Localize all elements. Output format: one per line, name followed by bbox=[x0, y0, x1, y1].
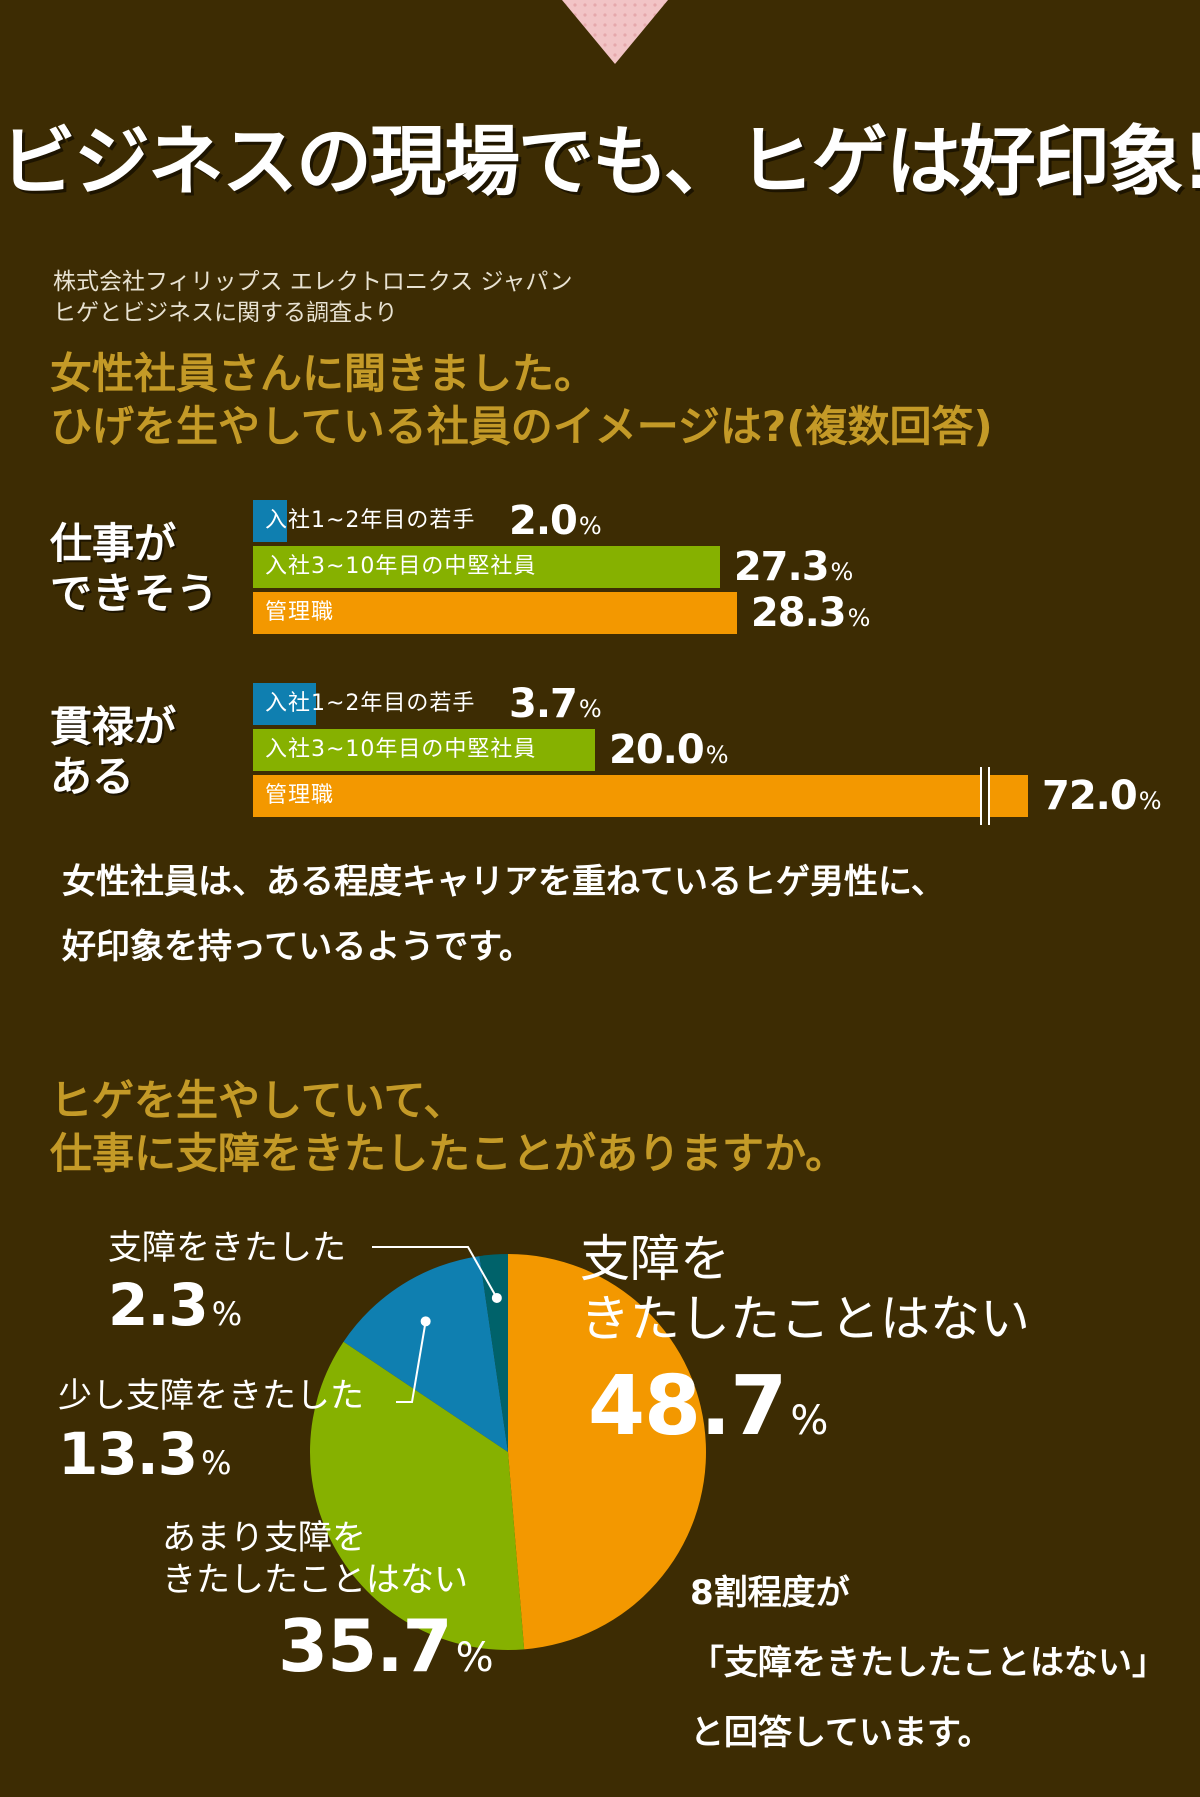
source-line-2: ヒゲとビジネスに関する調査より bbox=[53, 300, 398, 326]
pie-value-caused: 2.3% bbox=[108, 1271, 242, 1339]
pie-value-rarely: 35.7% bbox=[278, 1604, 494, 1688]
bar bbox=[253, 775, 1028, 817]
bar bbox=[253, 683, 317, 725]
pie-slice bbox=[343, 1256, 508, 1452]
pie-slice bbox=[310, 1341, 525, 1650]
bar-value-label: 20.0% bbox=[609, 727, 729, 773]
pie-value-slightly: 13.3% bbox=[58, 1420, 232, 1488]
top-ribbon-decoration bbox=[562, 0, 668, 64]
group-label-capable-line-2: できそう bbox=[50, 569, 219, 618]
bar-category-label: 管理職 bbox=[265, 600, 335, 625]
bar-value-label: 28.3% bbox=[750, 590, 871, 636]
group-label-dignity-line-2: ある bbox=[50, 752, 135, 801]
comment-line-1: 女性社員は、ある程度キャリアを重ねているヒゲ男性に、 bbox=[62, 862, 945, 902]
pie-label-slightly: 少し支障をきたした bbox=[58, 1376, 364, 1416]
source-line-1: 株式会社フィリップス エレクトロニクス ジャパン bbox=[53, 269, 573, 295]
bar-value-label: 72.0% bbox=[1042, 773, 1162, 819]
group-label-dignity-line-1: 貫禄が bbox=[50, 702, 177, 751]
pie-value-none: 48.7% bbox=[588, 1359, 828, 1454]
bar-value-label: 3.7% bbox=[509, 681, 602, 727]
comment-line-2: 好印象を持っているようです。 bbox=[62, 927, 533, 967]
bar-category-label: 入社1~2年目の若手 bbox=[265, 691, 476, 716]
pie-label-rarely-line-1: あまり支障を bbox=[162, 1518, 366, 1558]
pie-label-caused: 支障をきたした bbox=[108, 1228, 346, 1268]
conclusion-line-1: 8割程度が bbox=[690, 1573, 850, 1613]
bar-category-label: 入社3~10年目の中堅社員 bbox=[265, 737, 537, 762]
group-label-capable-line-1: 仕事が bbox=[50, 519, 177, 568]
leader-line bbox=[372, 1246, 498, 1299]
bar bbox=[253, 500, 288, 542]
pie-chart bbox=[310, 1246, 707, 1650]
leader-dot bbox=[420, 1316, 431, 1327]
bar-category-label: 入社1~2年目の若手 bbox=[265, 508, 476, 533]
pie-slice bbox=[479, 1254, 508, 1452]
pie-label-none-line-1: 支障を bbox=[580, 1230, 730, 1288]
question-2-line-1: ヒゲを生やしていて、 bbox=[50, 1076, 466, 1125]
bar bbox=[253, 592, 737, 634]
bar-value-label: 27.3% bbox=[733, 544, 854, 590]
pie-label-none-line-2: きたしたことはない bbox=[580, 1290, 1030, 1348]
leader-dot bbox=[491, 1292, 502, 1303]
pie-slice bbox=[508, 1254, 707, 1650]
conclusion-line-3: と回答しています。 bbox=[690, 1713, 992, 1753]
bar bbox=[253, 729, 595, 771]
leader-line bbox=[396, 1321, 427, 1403]
conclusion-line-2: 「支障をきたしたことはない」 bbox=[690, 1643, 1166, 1683]
bar bbox=[253, 546, 720, 588]
question-1-line-2: ひげを生やしている社員のイメージは?(複数回答) bbox=[50, 402, 993, 451]
pie-label-rarely-line-2: きたしたことはない bbox=[162, 1560, 468, 1600]
question-2-line-2: 仕事に支障をきたしたことがありますか。 bbox=[50, 1129, 848, 1178]
question-1-line-1: 女性社員さんに聞きました。 bbox=[50, 349, 597, 398]
axis-break-mark bbox=[980, 767, 990, 825]
bar-category-label: 入社3~10年目の中堅社員 bbox=[265, 554, 537, 579]
bar-category-label: 管理職 bbox=[265, 783, 335, 808]
bar-value-label: 2.0% bbox=[509, 498, 602, 544]
page-title: ビジネスの現場でも、ヒゲは好印象! bbox=[0, 117, 1200, 206]
